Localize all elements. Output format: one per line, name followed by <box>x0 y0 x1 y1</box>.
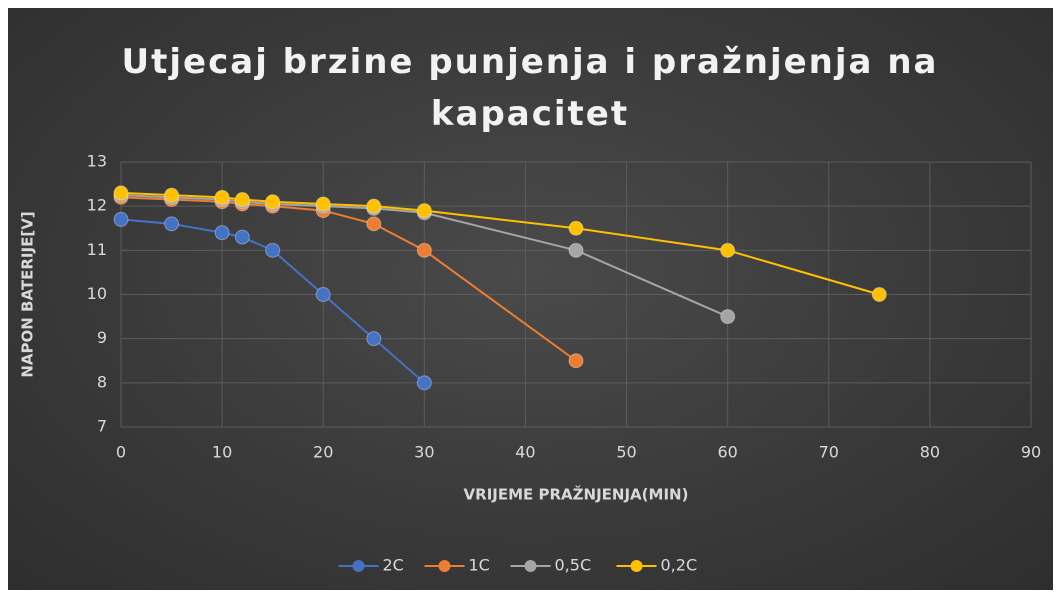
data-point <box>234 192 250 208</box>
data-point <box>265 242 281 258</box>
legend-label: 0,5C <box>555 556 592 575</box>
data-point <box>113 211 129 227</box>
data-point <box>315 196 331 212</box>
data-point <box>164 187 180 203</box>
x-tick-label: 0 <box>116 443 126 462</box>
legend-label: 0,2C <box>661 556 698 575</box>
series-line <box>120 196 577 362</box>
y-tick-label: 7 <box>97 417 107 436</box>
data-point <box>234 229 250 245</box>
legend-item: 1C <box>424 556 490 575</box>
legend-marker <box>352 560 365 572</box>
x-tick-label: 60 <box>717 443 737 462</box>
data-point <box>568 220 584 236</box>
data-point <box>871 287 887 302</box>
legend-label: 1C <box>469 556 490 575</box>
x-tick-label: 30 <box>414 443 434 462</box>
legend-marker <box>630 560 643 572</box>
data-point <box>164 216 180 232</box>
data-point <box>568 242 584 258</box>
legend-item: 0,5C <box>510 556 592 575</box>
x-axis-title: VRIJEME PRAŽNJENJA(MIN) <box>464 485 689 504</box>
data-point <box>214 189 230 205</box>
data-point <box>416 375 432 391</box>
x-tick-label: 40 <box>515 443 535 462</box>
chart-area: Utjecaj brzine punjenja i pražnjenja na … <box>8 8 1053 590</box>
x-tick-label: 20 <box>313 443 333 462</box>
x-tick-label: 70 <box>819 443 839 462</box>
chart: 7 8 9 10 11 12 13 0 10 20 30 40 50 60 70 80 90 VRIJEME PR… <box>19 152 1042 575</box>
data-point <box>720 309 736 325</box>
y-tick-label: 11 <box>87 240 107 259</box>
y-tick-label: 12 <box>87 196 107 215</box>
y-axis-title: NAPON BATERIJE[V] <box>19 211 37 377</box>
legend-label: 2C <box>383 556 404 575</box>
y-tick-label: 10 <box>87 284 107 303</box>
y-tick-label: 13 <box>87 152 107 171</box>
x-tick-label: 50 <box>616 443 636 462</box>
y-tick-label: 9 <box>97 328 107 347</box>
data-point <box>113 185 129 201</box>
data-point <box>366 216 382 232</box>
x-tick-label: 90 <box>1021 443 1041 462</box>
legend-item: 2C <box>338 556 404 575</box>
chart-title: Utjecaj brzine punjenja i pražnjenja na … <box>121 42 939 134</box>
data-point <box>416 242 432 258</box>
legend-item: 0,2C <box>616 556 698 575</box>
series-line <box>120 191 880 296</box>
data-point <box>720 242 736 258</box>
y-tick-label: 8 <box>97 372 107 391</box>
series-line <box>120 218 425 384</box>
legend-marker <box>438 560 451 572</box>
data-point <box>366 198 382 214</box>
x-tick-label: 80 <box>920 443 940 462</box>
series-line <box>120 194 729 318</box>
data-point <box>416 203 432 219</box>
data-point <box>568 353 584 369</box>
x-tick-label: 10 <box>212 443 232 462</box>
data-point <box>214 225 230 241</box>
data-point <box>265 194 281 210</box>
legend-marker <box>524 560 537 572</box>
data-point <box>315 287 331 302</box>
data-point <box>366 331 382 347</box>
